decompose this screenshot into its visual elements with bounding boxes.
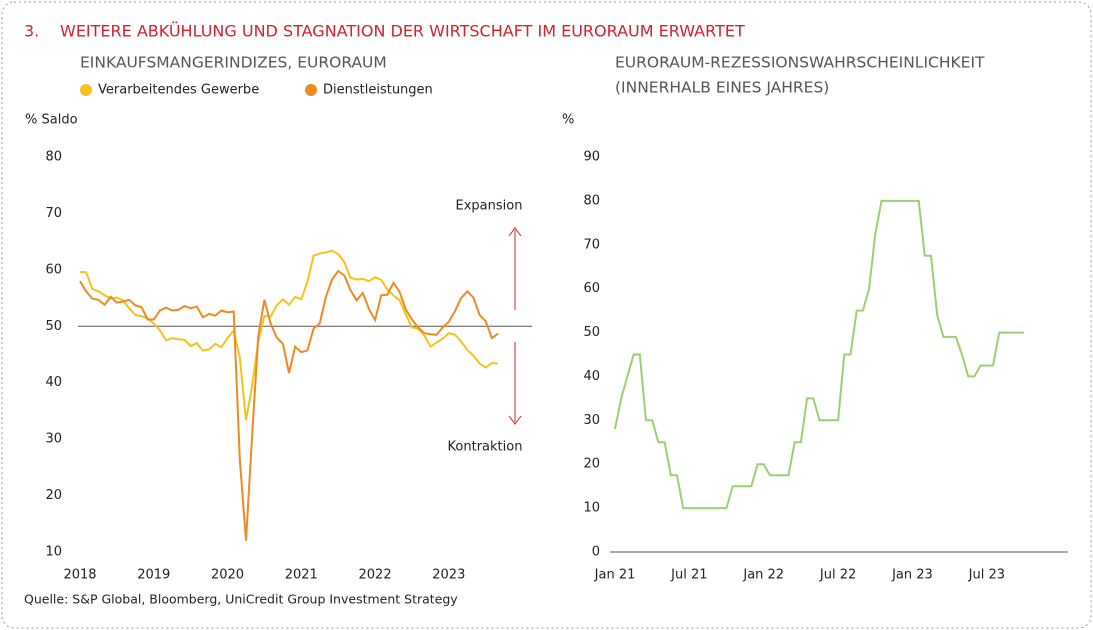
series-line	[79, 269, 499, 541]
x-tick-label: Jul 23	[968, 568, 1005, 583]
y-tick-label: 50	[583, 325, 600, 340]
y-tick-label: 30	[45, 432, 62, 447]
legend-label: Verarbeitendes Gewerbe	[98, 83, 259, 98]
x-tick-label: 2022	[359, 568, 392, 583]
x-tick-label: 2019	[137, 568, 170, 583]
x-tick-label: Jan 22	[742, 568, 784, 583]
y-tick-label: 50	[45, 319, 62, 334]
y-axis-label: %	[562, 113, 574, 128]
legend-label: Dienstleistungen	[323, 83, 433, 98]
chart-title: EINKAUFSMANGERINDIZES, EURORAUM	[80, 54, 387, 72]
chart-title: (INNERHALB EINES JAHRES)	[615, 79, 829, 97]
title-number: 3.	[24, 22, 39, 41]
x-tick-label: Jan 21	[594, 568, 636, 583]
y-tick-label: 80	[583, 193, 600, 208]
series-line	[614, 199, 1024, 510]
x-tick-label: 2023	[432, 568, 465, 583]
y-tick-label: 0	[592, 545, 600, 560]
y-tick-label: 70	[583, 237, 600, 252]
x-tick-label: 2021	[285, 568, 318, 583]
annotation: Expansion	[456, 199, 523, 214]
y-tick-label: 20	[583, 457, 600, 472]
y-tick-label: 20	[45, 488, 62, 503]
y-tick-label: 60	[45, 262, 62, 277]
x-tick-label: 2020	[211, 568, 244, 583]
source: Quelle: S&P Global, Bloomberg, UniCredit…	[24, 592, 458, 607]
y-tick-label: 60	[583, 281, 600, 296]
y-tick-label: 90	[583, 150, 600, 165]
x-tick-label: 2018	[63, 568, 96, 583]
y-tick-label: 40	[583, 369, 600, 384]
y-axis-label: % Saldo	[25, 113, 78, 128]
x-tick-label: Jul 22	[819, 568, 856, 583]
page-title: WEITERE ABKÜHLUNG UND STAGNATION DER WIR…	[60, 22, 745, 41]
annotation: Kontraktion	[448, 440, 523, 455]
contraction-arrowhead	[508, 415, 522, 425]
chart-title: EURORAUM-REZESSIONSWAHRSCHEINLICHKEIT	[615, 54, 985, 72]
y-tick-label: 80	[45, 150, 62, 165]
expansion-arrowhead	[508, 227, 522, 237]
y-tick-label: 30	[583, 413, 600, 428]
y-tick-label: 10	[583, 501, 600, 516]
legend-marker	[305, 84, 317, 96]
legend-marker	[80, 84, 92, 96]
x-tick-label: Jan 23	[891, 568, 933, 583]
y-tick-label: 10	[45, 545, 62, 560]
y-tick-label: 70	[45, 206, 62, 221]
y-tick-label: 40	[45, 375, 62, 390]
x-tick-label: Jul 21	[670, 568, 707, 583]
